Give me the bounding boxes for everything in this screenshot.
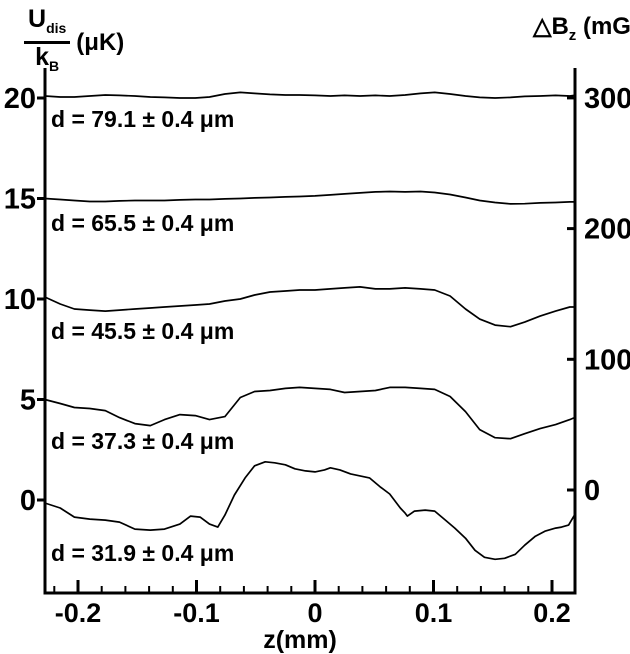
right-axis-tick-label: 0 <box>584 475 600 507</box>
curve-line <box>43 386 576 440</box>
left-axis-title-fraction: Udis kB <box>24 6 71 79</box>
x-axis-tick-label: 0.2 <box>533 598 571 628</box>
left-axis-tick-label: 20 <box>4 83 36 115</box>
left-axis-title: Udis kB (μK) <box>24 6 124 79</box>
curve-line <box>43 286 576 328</box>
curve-label-d79: d = 79.1 ± 0.4 μm <box>51 106 235 132</box>
right-axis-tick-label: 200 <box>584 214 630 246</box>
right-axis-title: △Bz (mG) <box>533 13 630 44</box>
curve-line <box>43 460 576 561</box>
curve-line <box>43 91 576 99</box>
left-axis-tick-label: 15 <box>4 184 36 216</box>
left-axis-units: (μK) <box>76 28 125 56</box>
right-axis-tick-label: 100 <box>584 344 630 376</box>
fraction-numerator: Udis <box>24 6 71 44</box>
left-axis-tick-label: 10 <box>4 284 36 316</box>
curve-label-d65: d = 65.5 ± 0.4 μm <box>51 210 235 236</box>
curve-label-d31: d = 31.9 ± 0.4 μm <box>51 540 235 566</box>
curve-line <box>43 190 576 205</box>
left-axis-tick-label: 5 <box>20 385 36 417</box>
x-axis-tick-label: -0.2 <box>55 598 102 628</box>
fraction-denominator: kB <box>35 43 60 74</box>
x-axis-label: z(mm) <box>263 626 337 654</box>
x-axis-tick-label: -0.1 <box>173 598 220 628</box>
curve-label-d45: d = 45.5 ± 0.4 μm <box>51 318 235 344</box>
right-axis-tick-label: 300 <box>584 83 630 115</box>
curve-label-d37: d = 37.3 ± 0.4 μm <box>51 428 235 454</box>
left-axis-tick-label: 0 <box>20 485 36 517</box>
x-axis-tick-label: 0.1 <box>415 598 453 628</box>
x-axis-tick-label: 0 <box>307 598 322 628</box>
